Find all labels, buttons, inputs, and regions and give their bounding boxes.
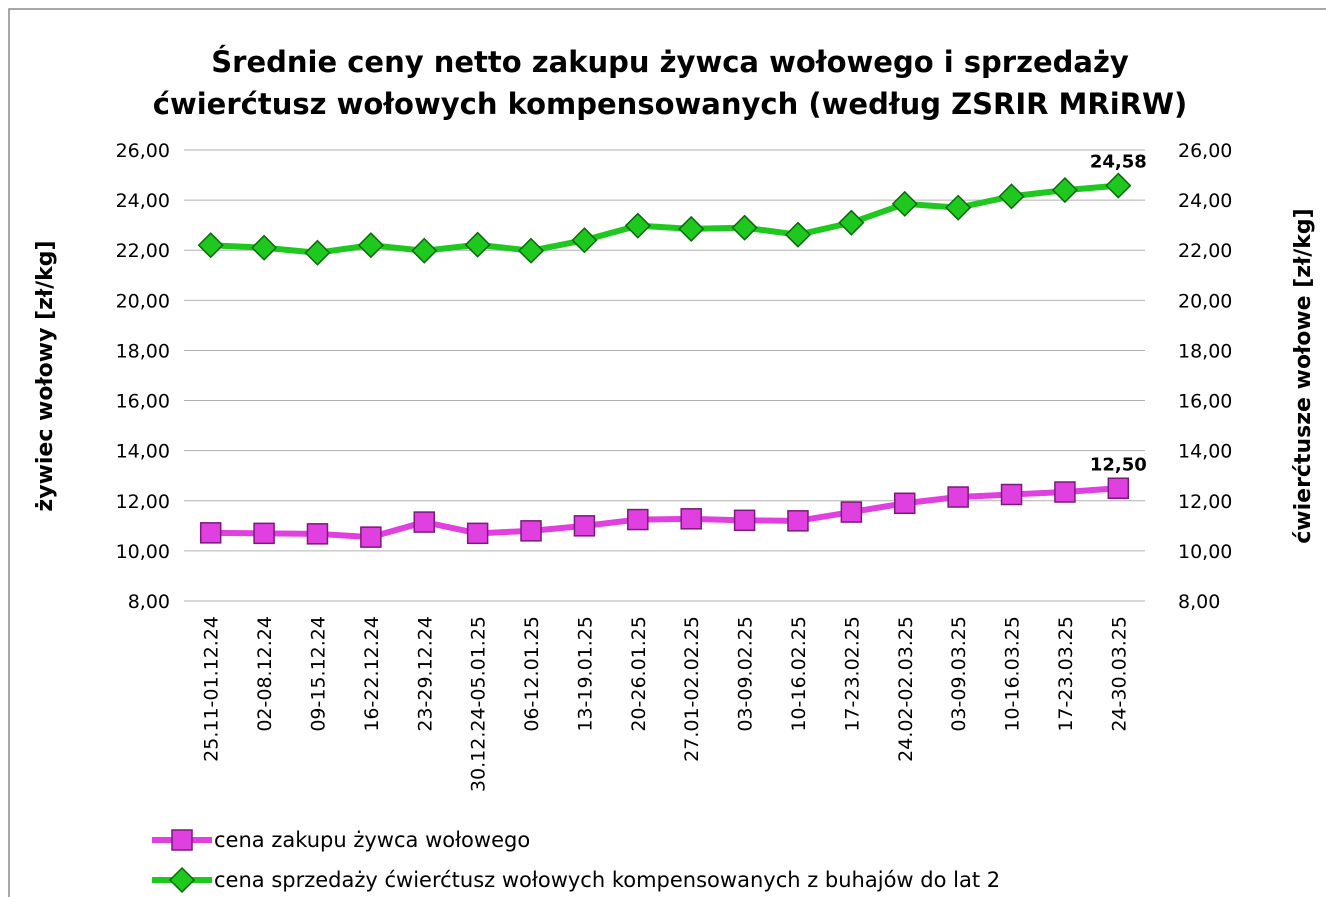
data-point (251, 234, 278, 261)
y2-axis-label: ćwierćtusze wołowe [zł/kg] (1291, 208, 1316, 544)
y2-tick-label: 26,00 (1178, 140, 1232, 162)
data-point (1051, 177, 1078, 204)
data-point (787, 510, 809, 532)
y-tick-label: 18,00 (116, 340, 170, 362)
y2-tick-label: 10,00 (1178, 541, 1232, 563)
x-tick-label: 02-08.12.24 (254, 616, 276, 732)
y-tick-label: 12,00 (116, 491, 170, 513)
x-tick-label: 10-16.02.25 (788, 616, 810, 732)
y2-tick-label: 18,00 (1178, 340, 1232, 362)
data-point (894, 492, 916, 515)
data-point (464, 231, 491, 258)
y-tick-label: 24,00 (116, 190, 170, 212)
data-label: 12,50 (1090, 454, 1147, 475)
x-tick-label: 24.02-02.03.25 (895, 616, 917, 762)
data-point (306, 523, 329, 545)
legend-marker (168, 866, 196, 894)
data-point (199, 522, 222, 544)
data-point (731, 214, 758, 241)
y2-tick-label: 22,00 (1178, 240, 1232, 262)
data-point (1054, 481, 1076, 503)
y2-tick-label: 14,00 (1178, 441, 1232, 463)
x-tick-label: 24-30.03.25 (1108, 616, 1130, 732)
x-tick-label: 20-26.01.25 (628, 616, 650, 732)
data-point (466, 522, 489, 545)
x-tick-label: 30.12.24-05.01.25 (468, 616, 490, 792)
data-point (945, 194, 972, 221)
y-tick-label: 20,00 (116, 290, 170, 312)
data-point (840, 501, 863, 523)
y-tick-label: 16,00 (116, 391, 170, 413)
y-tick-label: 26,00 (116, 140, 170, 162)
data-point (947, 486, 969, 508)
data-point (733, 509, 756, 532)
data-point (573, 515, 596, 537)
series-line (210, 485, 1119, 541)
data-point (1105, 172, 1132, 199)
x-tick-label: 16-22.12.24 (361, 616, 383, 732)
x-tick-label: 03-09.03.25 (948, 616, 970, 732)
x-tick-label: 23-29.12.24 (414, 616, 436, 732)
x-tick-label: 17-23.02.25 (841, 616, 863, 732)
data-point (838, 209, 865, 236)
data-point (520, 520, 542, 542)
x-tick-label: 27.01-02.02.25 (681, 616, 703, 762)
x-tick-label: 10-16.03.25 (1002, 616, 1024, 732)
y2-tick-label: 12,00 (1178, 491, 1232, 513)
y-tick-label: 8,00 (128, 591, 170, 613)
data-point (784, 221, 812, 248)
y-tick-label: 22,00 (116, 240, 170, 262)
data-point (413, 511, 435, 533)
data-point (627, 508, 649, 531)
x-tick-label: 13-19.01.25 (574, 616, 596, 732)
data-point (624, 212, 651, 239)
x-tick-label: 17-23.03.25 (1055, 616, 1077, 732)
y2-tick-label: 16,00 (1178, 391, 1232, 413)
data-point (1000, 483, 1023, 506)
y2-tick-label: 20,00 (1178, 290, 1232, 312)
x-tick-label: 06-12.01.25 (521, 616, 543, 732)
data-point (517, 237, 545, 264)
data-point (197, 232, 224, 259)
data-point (998, 183, 1025, 210)
data-point (304, 239, 331, 266)
y2-tick-label: 8,00 (1178, 591, 1220, 613)
chart-frame (8, 8, 1326, 897)
chart-title: ćwierćtusz wołowych kompensowanych (wedł… (153, 87, 1188, 121)
y-axis-label: żywiec wołowy [zł/kg] (33, 240, 58, 511)
y2-tick-label: 24,00 (1178, 190, 1232, 212)
series-line (210, 182, 1119, 256)
data-point (571, 227, 598, 254)
data-label: 24,58 (1090, 152, 1147, 173)
legend-label: cena zakupu żywca wołowego (214, 828, 530, 852)
data-point (678, 215, 705, 242)
y-tick-label: 10,00 (116, 541, 170, 563)
x-tick-label: 09-15.12.24 (307, 616, 329, 732)
data-point (411, 237, 438, 264)
x-tick-label: 03-09.02.25 (735, 616, 757, 732)
data-point (680, 508, 702, 530)
legend-label: cena sprzedaży ćwierćtusz wołowych kompe… (214, 868, 1000, 892)
chart-title: Średnie ceny netto zakupu żywca wołowego… (211, 45, 1129, 79)
data-point (357, 232, 384, 259)
data-point (1107, 477, 1130, 499)
y-tick-label: 14,00 (116, 441, 170, 463)
data-point (360, 526, 382, 548)
x-tick-label: 25.11-01.12.24 (201, 616, 223, 762)
data-point (891, 190, 918, 217)
legend-marker (171, 829, 193, 851)
data-point (253, 522, 275, 545)
